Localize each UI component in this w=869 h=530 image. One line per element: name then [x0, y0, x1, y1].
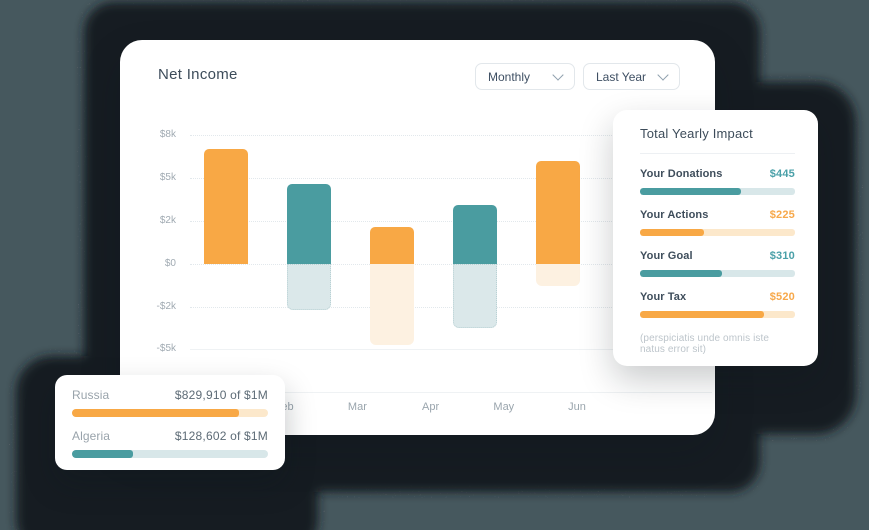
impact-footnote: (perspiciatis unde omnis iste natus erro…	[640, 333, 770, 355]
impact-row-your-goal: Your Goal $310	[640, 250, 795, 277]
bar-apr-negative	[453, 264, 497, 328]
progress-fill	[640, 229, 704, 236]
period-select-value: Monthly	[488, 69, 531, 84]
impact-row-header: Your Donations $445	[640, 168, 795, 180]
country-row-algeria: Algeria $128,602 of $1M	[72, 429, 268, 458]
impact-row-label: Your Actions	[640, 209, 709, 221]
country-label: Russia	[72, 388, 110, 402]
impact-row-value: $310	[769, 250, 795, 262]
y-tick-label: $8k	[159, 129, 176, 140]
bar-feb-negative	[287, 264, 331, 310]
country-row-header: Algeria $128,602 of $1M	[72, 429, 268, 443]
country-label: Algeria	[72, 429, 111, 443]
impact-row-value: $520	[769, 291, 795, 303]
progress-fill	[72, 409, 239, 417]
impact-row-label: Your Donations	[640, 168, 723, 180]
x-label-apr: Apr	[422, 401, 440, 413]
bar-mar-positive	[370, 227, 414, 264]
impact-row-header: Your Goal $310	[640, 250, 795, 262]
progress-bar	[72, 409, 268, 417]
period-select[interactable]: Monthly	[475, 63, 575, 90]
impact-row-label: Your Goal	[640, 250, 693, 262]
x-label-jun: Jun	[568, 401, 586, 413]
country-progress-value: $829,910 of $1M	[174, 388, 268, 402]
impact-row-your-actions: Your Actions $225	[640, 209, 795, 236]
country-rows: Russia $829,910 of $1M Algeria $128,602 of …	[72, 388, 268, 458]
gridline	[190, 349, 710, 350]
gridline	[190, 264, 710, 265]
card-header: Net Income Monthly Last Year	[120, 40, 715, 102]
countries-progress-card: Russia $829,910 of $1M Algeria $128,602 of …	[55, 375, 285, 470]
x-label-mar: Mar	[347, 401, 367, 413]
total-yearly-impact-card: Total Yearly Impact Your Donations $445 Yo…	[613, 110, 818, 366]
x-label-may: May	[493, 401, 515, 413]
progress-bar	[640, 311, 795, 318]
impact-row-value: $445	[769, 168, 795, 180]
impact-row-header: Your Actions $225	[640, 209, 795, 221]
bar-may-negative	[536, 264, 580, 286]
page-title: Net Income	[158, 66, 238, 83]
bar-feb-positive	[287, 183, 331, 264]
impact-row-value: $225	[769, 209, 795, 221]
progress-bar	[72, 450, 268, 458]
country-row-header: Russia $829,910 of $1M	[72, 388, 268, 402]
impact-row-header: Your Tax $520	[640, 291, 795, 303]
range-select-value: Last Year	[596, 69, 647, 84]
impact-card-title: Total Yearly Impact	[640, 126, 753, 141]
y-tick-label: $2k	[159, 215, 176, 226]
progress-fill	[640, 188, 741, 195]
y-tick-label: $5k	[159, 172, 176, 183]
gridline	[190, 307, 710, 308]
range-select[interactable]: Last Year	[583, 63, 680, 90]
x-axis-divider	[158, 392, 712, 393]
country-row-russia: Russia $829,910 of $1M	[72, 388, 268, 417]
y-tick-label: -$2k	[156, 301, 176, 312]
impact-row-label: Your Tax	[640, 291, 687, 303]
progress-fill	[72, 450, 133, 458]
bar-apr-positive	[453, 205, 497, 264]
bar-may-positive	[536, 160, 580, 264]
impact-row-your-tax: Your Tax $520	[640, 291, 795, 318]
country-progress-value: $128,602 of $1M	[174, 429, 268, 443]
y-tick-label: -$5k	[156, 343, 176, 354]
gridline	[190, 221, 710, 222]
progress-fill	[640, 311, 764, 318]
bar-jan-positive	[204, 149, 248, 264]
progress-fill	[640, 270, 723, 277]
bar-chart: $8k$5k$2k$0-$2k-$5kJanFebMarAprMayJun	[120, 40, 715, 435]
y-tick-label: $0	[164, 258, 176, 269]
gridline	[190, 178, 710, 179]
impact-rows: Your Donations $445 Your Actions $225 Your G…	[640, 168, 795, 318]
progress-bar	[640, 270, 795, 277]
progress-bar	[640, 229, 795, 236]
bar-mar-negative	[370, 264, 414, 345]
progress-bar	[640, 188, 795, 195]
impact-row-your-donations: Your Donations $445	[640, 168, 795, 195]
gridline	[190, 135, 710, 136]
divider	[640, 153, 795, 154]
